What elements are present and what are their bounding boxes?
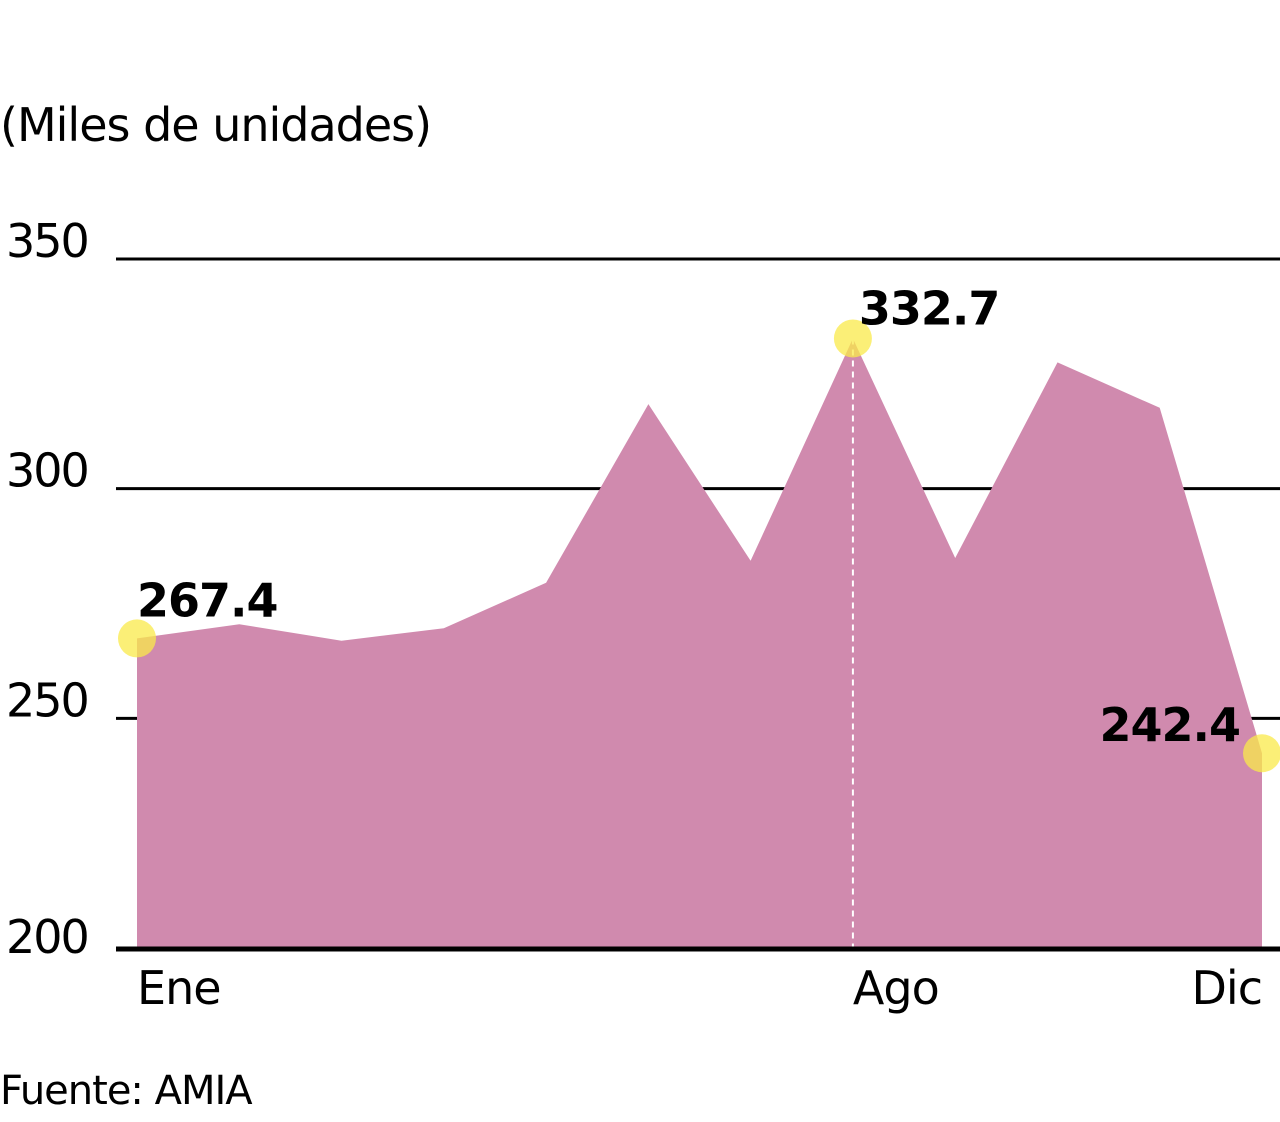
data-label-ago: 332.7 <box>859 281 1000 335</box>
data-label-ene: 267.4 <box>137 573 278 627</box>
x-tick-label-ago: Ago <box>853 961 939 1015</box>
y-axis-tick-labels: 200 250 300 350 <box>6 214 88 964</box>
y-tick-label-300: 300 <box>6 444 88 498</box>
highlight-marker-dic <box>1243 734 1280 772</box>
source-note: Fuente: AMIA <box>0 1068 252 1114</box>
y-tick-label-250: 250 <box>6 673 88 727</box>
area-series-fill <box>137 339 1262 949</box>
y-tick-label-350: 350 <box>6 214 88 268</box>
x-axis-tick-labels: Ene Ago Dic <box>137 961 1262 1015</box>
area-series <box>137 338 1262 948</box>
x-tick-label-dic: Dic <box>1192 961 1263 1015</box>
y-tick-label-200: 200 <box>6 910 88 964</box>
x-tick-label-ene: Ene <box>137 961 221 1015</box>
data-label-dic: 242.4 <box>1099 698 1240 752</box>
